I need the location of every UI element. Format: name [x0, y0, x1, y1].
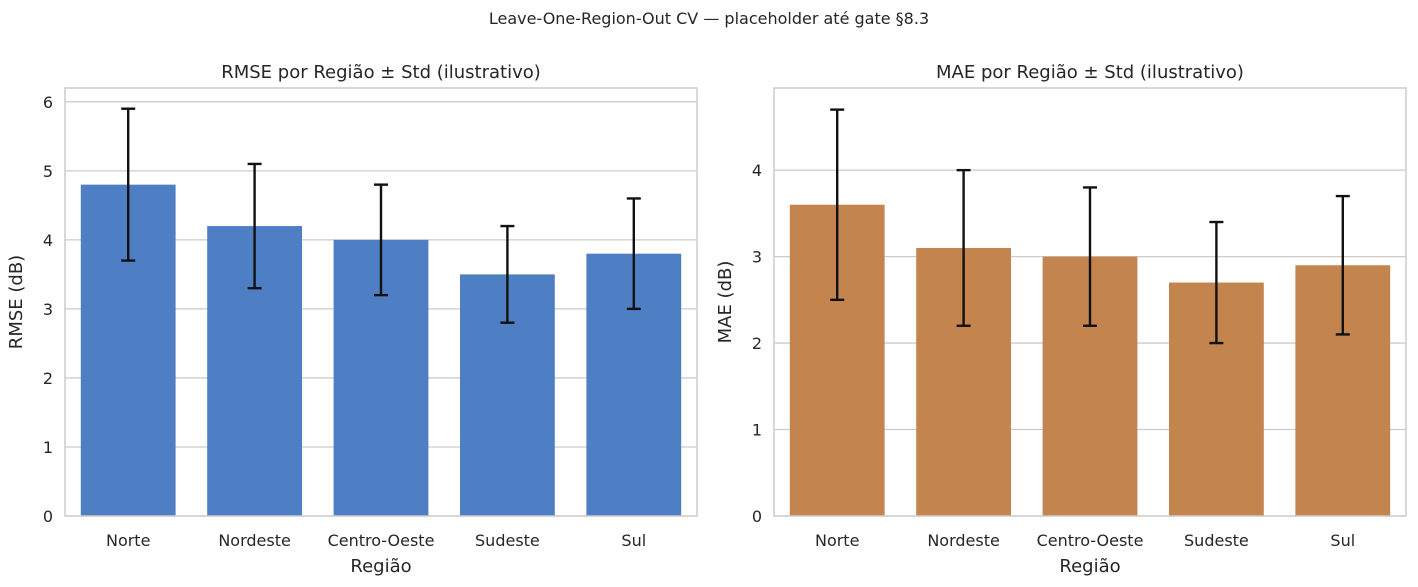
x-tick-label: Sul [1330, 531, 1355, 550]
axes-frame [64, 87, 698, 517]
chart-title: RMSE por Região ± Std (ilustrativo) [221, 62, 541, 83]
y-axis-label: RMSE (dB) [6, 255, 27, 349]
x-tick-label: Centro-Oeste [1037, 531, 1144, 550]
y-axis-label: MAE (dB) [715, 261, 736, 344]
y-tick-label: 4 [43, 231, 53, 250]
y-tick-label: 0 [43, 507, 53, 526]
figure-title: Leave-One-Region-Out CV — placeholder at… [488, 9, 930, 28]
chart-panel-1: Norte Nordeste Centro-Oeste Sudeste Sul 0 1 2 3 4… [6, 62, 698, 577]
x-tick-label: Nordeste [218, 531, 291, 550]
y-tick-label: 2 [752, 334, 762, 353]
y-tick-label: 1 [43, 438, 53, 457]
axes-frame [773, 87, 1407, 517]
y-tick-label: 3 [752, 248, 762, 267]
y-tick-label: 6 [43, 93, 53, 112]
chart-title: MAE por Região ± Std (ilustrativo) [936, 62, 1244, 83]
y-tick-label: 4 [752, 161, 762, 180]
y-tick-label: 2 [43, 369, 53, 388]
x-tick-label: Centro-Oeste [328, 531, 435, 550]
x-axis-label: Região [1059, 556, 1120, 577]
y-tick-label: 5 [43, 162, 53, 181]
x-axis-label: Região [350, 556, 411, 577]
y-tick-label: 0 [752, 507, 762, 526]
y-tick-label: 3 [43, 300, 53, 319]
chart-panel-2: Norte Nordeste Centro-Oeste Sudeste Sul 0 1 2 3 4… [715, 62, 1407, 577]
x-tick-label: Sul [621, 531, 646, 550]
x-tick-label: Sudeste [1184, 531, 1249, 550]
x-tick-label: Norte [106, 531, 150, 550]
x-tick-label: Nordeste [927, 531, 1000, 550]
y-tick-label: 1 [752, 421, 762, 440]
x-tick-label: Sudeste [475, 531, 540, 550]
x-tick-label: Norte [815, 531, 859, 550]
